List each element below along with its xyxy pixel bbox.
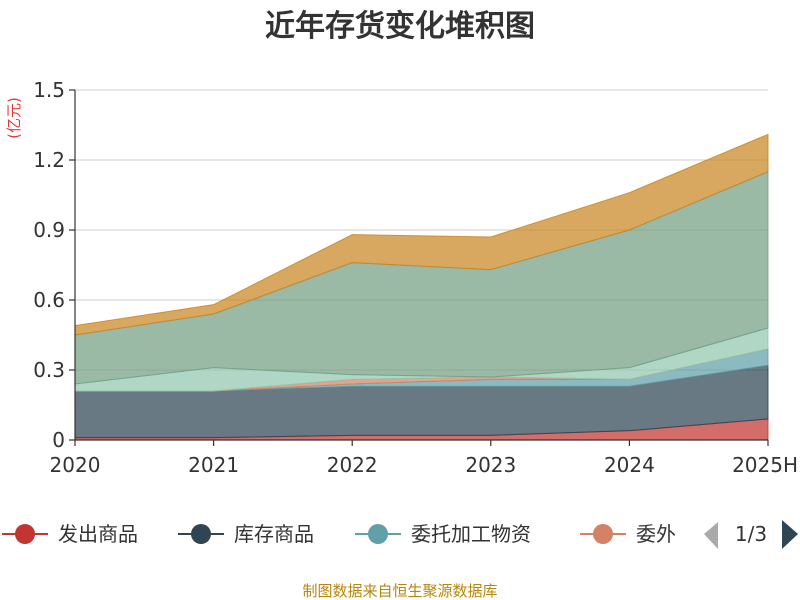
y-tick-label: 1.2: [33, 148, 65, 172]
legend-item-1[interactable]: 发出商品: [2, 522, 138, 546]
x-tick-label: 2022: [327, 453, 378, 477]
legend-page-indicator: 1/3: [735, 522, 767, 546]
y-tick-label: 0: [52, 428, 65, 452]
legend-marker: [15, 524, 35, 544]
legend-label: 委托加工物资: [411, 522, 531, 546]
legend-item-3[interactable]: 委托加工物资: [355, 522, 531, 546]
legend-prev-page-icon[interactable]: [704, 522, 718, 549]
legend-marker: [368, 524, 388, 544]
legend-item-2[interactable]: 库存商品: [178, 522, 314, 546]
x-tick-label: 2021: [188, 453, 239, 477]
legend-next-page-icon[interactable]: [782, 520, 798, 549]
area-series-group: [74, 133, 769, 441]
legend-item-4[interactable]: 委外: [580, 522, 676, 546]
axes: 0 0.3 0.6 0.9 1.2 1.5 2020 2021 2022 2023 2024 2025…: [33, 78, 798, 477]
data-source-note: 制图数据来自恒生聚源数据库: [302, 582, 497, 600]
legend-label: 发出商品: [58, 522, 138, 546]
legend: 发出商品 库存商品 委托加工物资 委外 1/3: [2, 520, 798, 549]
area-series-7: [74, 133, 769, 336]
legend-label: 委外: [636, 522, 676, 546]
y-axis-unit-label: (亿元): [5, 97, 23, 139]
x-tick-label: 2023: [465, 453, 516, 477]
x-tick-label: 2025H: [732, 453, 798, 477]
legend-marker: [593, 524, 613, 544]
chart-title: 近年存货变化堆积图: [265, 9, 535, 44]
legend-label: 库存商品: [234, 522, 314, 546]
legend-marker: [191, 524, 211, 544]
x-tick-label: 2024: [604, 453, 655, 477]
y-tick-label: 0.6: [33, 288, 65, 312]
x-tick-label: 2020: [50, 453, 101, 477]
y-tick-label: 0.9: [33, 218, 65, 242]
y-tick-label: 0.3: [33, 358, 65, 382]
y-tick-label: 1.5: [33, 78, 65, 102]
